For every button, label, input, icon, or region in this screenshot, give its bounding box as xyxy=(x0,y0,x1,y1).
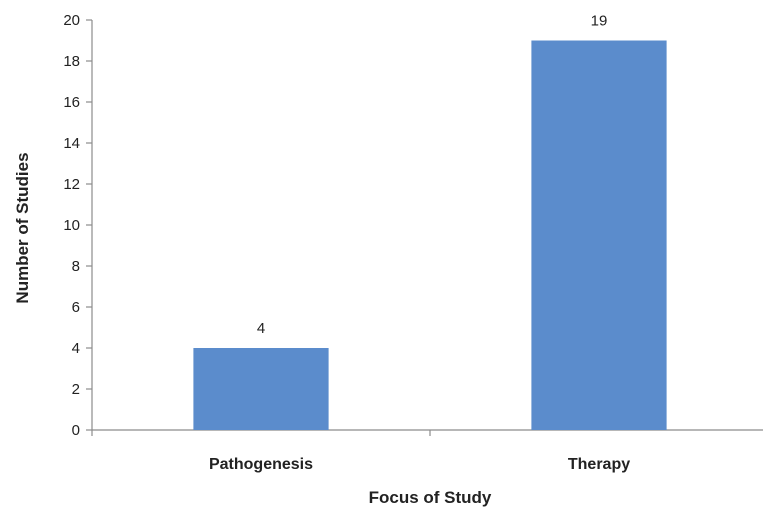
y-tick-label: 12 xyxy=(63,176,80,193)
x-axis: Pathogenesis Therapy xyxy=(91,429,763,473)
y-axis: 0 2 4 6 8 10 12 14 16 18 20 xyxy=(63,12,93,439)
y-tick-label: 6 xyxy=(72,299,80,316)
y-tick-label: 20 xyxy=(63,12,80,29)
x-axis-title: Focus of Study xyxy=(369,488,492,507)
bar-therapy xyxy=(531,40,667,430)
y-tick-label: 18 xyxy=(63,53,80,70)
data-labels: 4 19 xyxy=(257,13,608,338)
y-tick-label: 16 xyxy=(63,94,80,111)
bar-pathogenesis xyxy=(193,348,329,430)
x-category-label: Pathogenesis xyxy=(209,456,313,473)
y-tick-label: 10 xyxy=(63,217,80,234)
y-tick-label: 8 xyxy=(72,258,80,275)
y-tick-label: 4 xyxy=(72,340,80,357)
data-label: 4 xyxy=(257,320,265,337)
x-category-label: Therapy xyxy=(568,456,630,473)
bars xyxy=(193,40,667,430)
y-axis-title: Number of Studies xyxy=(13,152,32,303)
y-tick-label: 14 xyxy=(63,135,80,152)
y-tick-label: 2 xyxy=(72,381,80,398)
data-label: 19 xyxy=(591,13,608,30)
y-tick-label: 0 xyxy=(72,422,80,439)
